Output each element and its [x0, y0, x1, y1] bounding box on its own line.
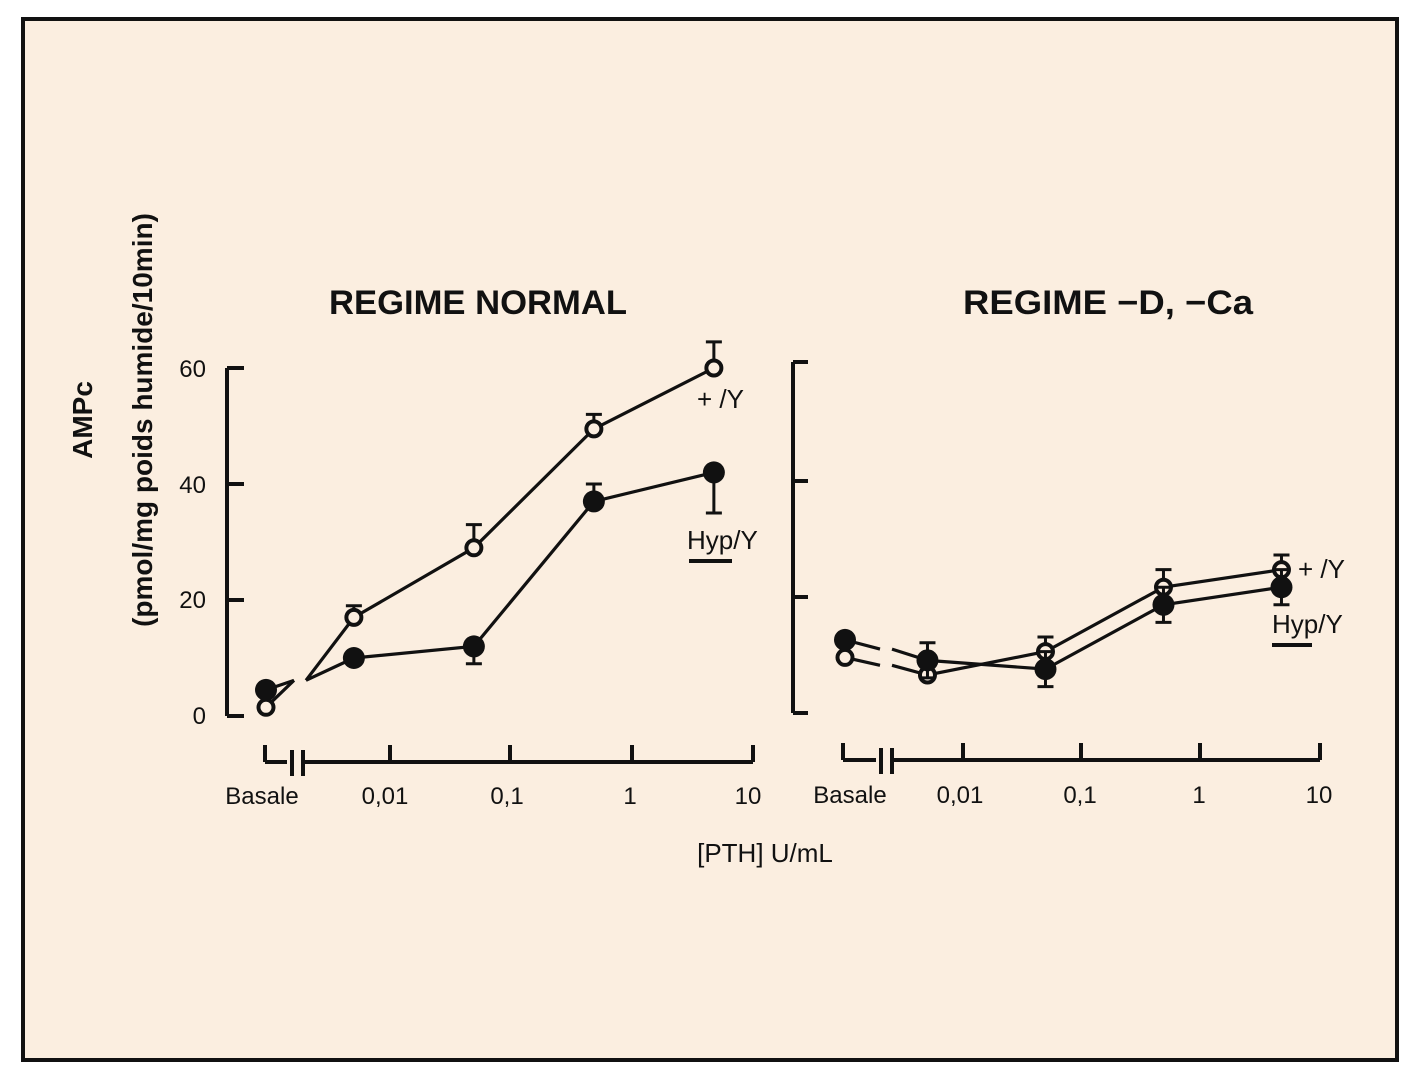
- x-tick-label-left: Basale: [225, 783, 298, 810]
- y-tick-label: 60: [179, 356, 206, 383]
- x-tick-label-right: 0,1: [1063, 782, 1096, 809]
- data-point-open: [464, 538, 484, 558]
- x-tick-label-right: 0,01: [937, 782, 984, 809]
- data-point-open: [256, 697, 276, 717]
- data-point-filled: [582, 490, 605, 513]
- plot-area-right: [834, 553, 1293, 689]
- figure-frame: [21, 17, 1399, 1062]
- y-tick-label: 40: [179, 472, 206, 499]
- plot-area-left: [255, 340, 725, 717]
- y-axis-label-line1: AMPc: [67, 381, 98, 459]
- data-point-filled: [916, 649, 939, 672]
- y-tick-label: 0: [193, 703, 206, 730]
- series-label-right-plus: + /Y: [1298, 554, 1345, 584]
- data-point-open: [835, 647, 855, 667]
- data-point-filled: [462, 635, 485, 658]
- left-x-axis: [263, 745, 755, 776]
- x-axis-label: [PTH] U/mL: [697, 838, 833, 868]
- data-point-filled: [1152, 593, 1175, 616]
- series-label-left-plus: + /Y: [697, 384, 744, 414]
- data-point-filled: [702, 461, 725, 484]
- right-y-axis: [791, 360, 808, 715]
- x-tick-label-right: 10: [1306, 782, 1333, 809]
- data-point-filled: [1270, 576, 1293, 599]
- data-point-filled: [1034, 658, 1057, 681]
- data-point-open: [584, 419, 604, 439]
- x-tick-label-left: 0,1: [490, 783, 523, 810]
- left-y-axis: [225, 366, 244, 718]
- data-point-open: [344, 607, 364, 627]
- y-axis-label-line2: (pmol/mg poids humide/10min): [127, 213, 158, 627]
- chart-title-left: REGIME NORMAL: [329, 284, 627, 322]
- data-point-filled: [834, 628, 856, 651]
- series-label-right-hyp: Hyp/Y: [1272, 609, 1343, 639]
- y-tick-label: 20: [179, 587, 206, 614]
- data-point-filled: [342, 647, 365, 669]
- y-axis-label: AMPc (pmol/mg poids humide/10min): [67, 213, 158, 627]
- chart-title-right: REGIME −D, −Ca: [963, 284, 1254, 322]
- x-tick-label-right: Basale: [813, 782, 886, 809]
- series-label-left-hyp: Hyp/Y: [687, 525, 758, 555]
- data-point-open: [704, 358, 724, 378]
- x-tick-label-left: 0,01: [362, 783, 409, 810]
- right-x-axis: [841, 743, 1322, 774]
- data-point-filled: [255, 678, 277, 701]
- x-tick-label-right: 1: [1192, 782, 1205, 809]
- x-tick-label-left: 1: [623, 783, 636, 810]
- x-tick-label-left: 10: [735, 783, 762, 810]
